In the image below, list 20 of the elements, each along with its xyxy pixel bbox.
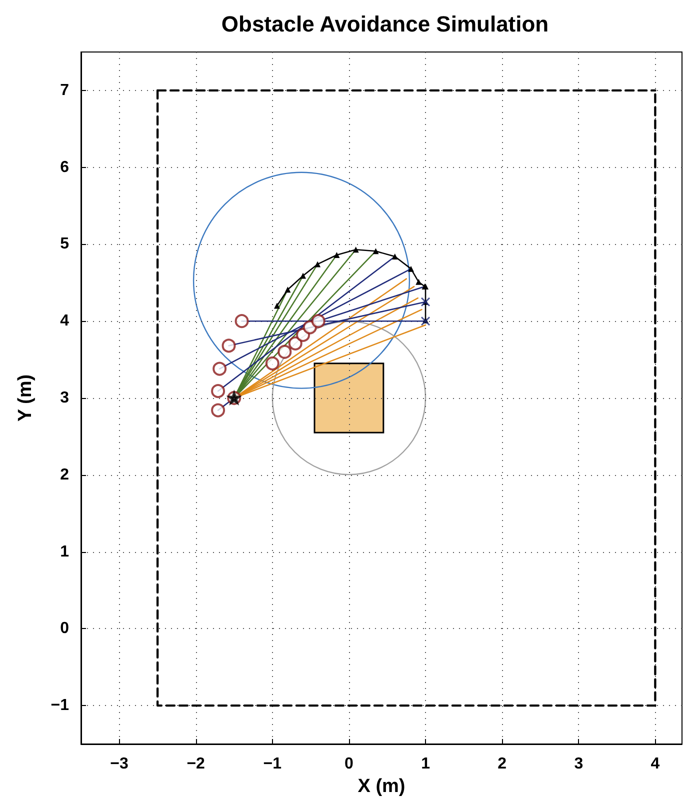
x-tick-label: 4	[650, 756, 660, 772]
chart-title: Obstacle Avoidance Simulation	[221, 12, 549, 36]
y-tick-label: 4	[60, 312, 70, 330]
y-tick-label: 5	[60, 236, 70, 253]
y-tick-label: 7	[60, 82, 70, 99]
x-tick-label: 2	[498, 756, 507, 772]
x-axis-title: X (m)	[358, 776, 406, 797]
y-tick-label: 2	[60, 466, 70, 484]
x-tick-label: 3	[574, 756, 584, 772]
x-tick-label: −1	[263, 756, 282, 772]
x-tick-label: 0	[344, 756, 354, 772]
y-axis-title: Y (m)	[15, 374, 36, 422]
x-tick-label: −3	[110, 756, 128, 772]
y-tick-label: 6	[60, 158, 70, 176]
x-tick-label: 1	[421, 756, 430, 772]
y-tick-label: 1	[60, 543, 70, 560]
y-tick-label: −1	[50, 697, 70, 714]
x-tick-label: −2	[186, 756, 206, 772]
y-tick-label: 0	[60, 620, 70, 638]
y-tick-label: 3	[60, 390, 70, 406]
